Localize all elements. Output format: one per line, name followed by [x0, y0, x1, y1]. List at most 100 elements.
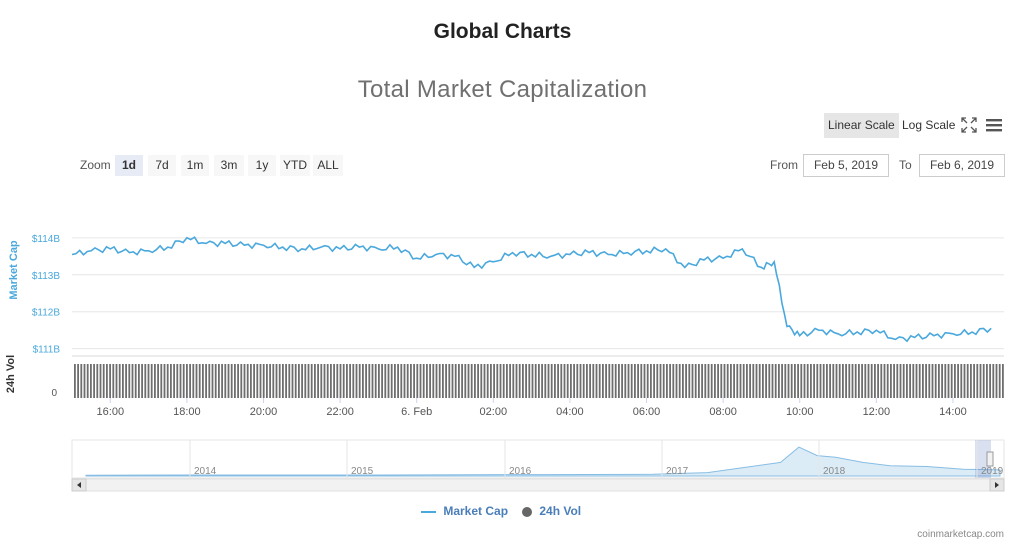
- x-tick-label: 04:00: [556, 406, 584, 418]
- volume-bar: [845, 364, 847, 398]
- volume-bar: [214, 364, 217, 398]
- log-scale-button[interactable]: Log Scale: [902, 118, 956, 132]
- linear-scale-button[interactable]: Linear Scale: [824, 113, 899, 138]
- volume-bar: [397, 364, 399, 398]
- range-button-7d[interactable]: 7d: [148, 155, 176, 176]
- volume-bar: [416, 364, 419, 398]
- volume-bar: [950, 364, 953, 398]
- volume-bar: [218, 364, 220, 398]
- volume-bar: [131, 364, 134, 398]
- volume-bar: [678, 364, 681, 398]
- volume-bar: [451, 364, 454, 398]
- volume-bar: [819, 364, 822, 398]
- volume-bar: [768, 364, 771, 398]
- volume-bar: [762, 364, 764, 398]
- volume-bar: [774, 364, 777, 398]
- volume-bar: [694, 364, 697, 398]
- volume-bar: [368, 364, 371, 398]
- volume-bar: [650, 364, 652, 398]
- volume-bar: [419, 364, 422, 398]
- volume-bar: [99, 364, 102, 398]
- volume-bar: [198, 364, 201, 398]
- volume-bar: [509, 364, 511, 398]
- volume-bar: [589, 364, 591, 398]
- volume-bar: [144, 364, 147, 398]
- y-tick-label: $111B: [33, 345, 61, 356]
- volume-bar: [96, 364, 99, 398]
- volume-bar: [765, 364, 767, 398]
- y-tick-label: $112B: [32, 308, 61, 319]
- volume-bar: [922, 364, 924, 398]
- to-date-input[interactable]: Feb 6, 2019: [919, 154, 1005, 177]
- volume-bar: [550, 364, 553, 398]
- volume-bar: [346, 364, 348, 398]
- volume-bar: [448, 364, 451, 398]
- volume-bar: [794, 364, 796, 398]
- legend-item-24h-vol[interactable]: 24h Vol: [522, 504, 581, 518]
- volume-bar: [256, 364, 259, 398]
- volume-bar: [154, 364, 156, 398]
- volume-bar: [800, 364, 803, 398]
- volume-bar: [986, 364, 988, 398]
- volume-bar: [915, 364, 918, 398]
- volume-bar: [147, 364, 150, 398]
- volume-bar: [960, 364, 963, 398]
- x-tick-label: 10:00: [786, 406, 814, 418]
- volume-bar: [480, 364, 483, 398]
- volume-bar: [778, 364, 780, 398]
- range-button-1y[interactable]: 1y: [248, 155, 276, 176]
- volume-bar: [182, 364, 185, 398]
- volume-bar: [237, 364, 239, 398]
- from-date-input[interactable]: Feb 5, 2019: [803, 154, 889, 177]
- volume-bar: [963, 364, 966, 398]
- scrollbar-track[interactable]: [71, 478, 1005, 492]
- legend-item-market-cap[interactable]: Market Cap: [421, 504, 508, 518]
- volume-bar: [982, 364, 985, 398]
- volume-bar: [317, 364, 319, 398]
- volume-bar: [957, 364, 959, 398]
- volume-bar: [458, 364, 460, 398]
- volume-bar: [294, 364, 297, 398]
- volume-bar: [659, 364, 662, 398]
- volume-bar: [83, 364, 86, 398]
- volume-bar: [333, 364, 335, 398]
- credits-link[interactable]: coinmarketcap.com: [917, 529, 1004, 540]
- range-button-1m[interactable]: 1m: [181, 155, 209, 176]
- x-tick-label: 02:00: [480, 406, 508, 418]
- volume-bar: [381, 364, 383, 398]
- x-tick-label: 20:00: [250, 406, 278, 418]
- navigator-handle[interactable]: [986, 451, 994, 467]
- volume-bar: [602, 364, 604, 398]
- scrollbar-left-button[interactable]: [71, 478, 87, 492]
- volume-bar: [230, 364, 233, 398]
- volume-bar: [918, 364, 921, 398]
- volume-bar: [109, 364, 111, 398]
- volume-bar: [253, 364, 255, 398]
- range-button-all[interactable]: ALL: [313, 155, 343, 176]
- volume-bar: [826, 364, 828, 398]
- volume-bar: [534, 364, 537, 398]
- volume-legend-symbol: [522, 506, 532, 517]
- fullscreen-icon[interactable]: [961, 117, 977, 138]
- volume-bar: [378, 364, 380, 398]
- volume-bar: [374, 364, 377, 398]
- y-axis-title: Market Cap: [8, 240, 20, 300]
- volume-bar: [928, 364, 931, 398]
- volume-bar: [854, 364, 857, 398]
- volume-bar: [426, 364, 428, 398]
- volume-bar: [93, 364, 95, 398]
- volume-bar: [634, 364, 636, 398]
- range-button-1d[interactable]: 1d: [115, 155, 143, 176]
- volume-bar: [931, 364, 934, 398]
- volume-bar: [906, 364, 908, 398]
- range-button-ytd[interactable]: YTD: [280, 155, 310, 176]
- hamburger-menu-icon[interactable]: [985, 117, 1003, 138]
- volume-bar: [592, 364, 595, 398]
- scrollbar-right-button[interactable]: [989, 478, 1005, 492]
- volume-bar: [352, 364, 355, 398]
- volume-bar: [886, 364, 889, 398]
- navigator-selection[interactable]: [975, 440, 991, 478]
- range-button-3m[interactable]: 3m: [214, 155, 244, 176]
- volume-bar: [714, 364, 716, 398]
- volume-bar: [675, 364, 678, 398]
